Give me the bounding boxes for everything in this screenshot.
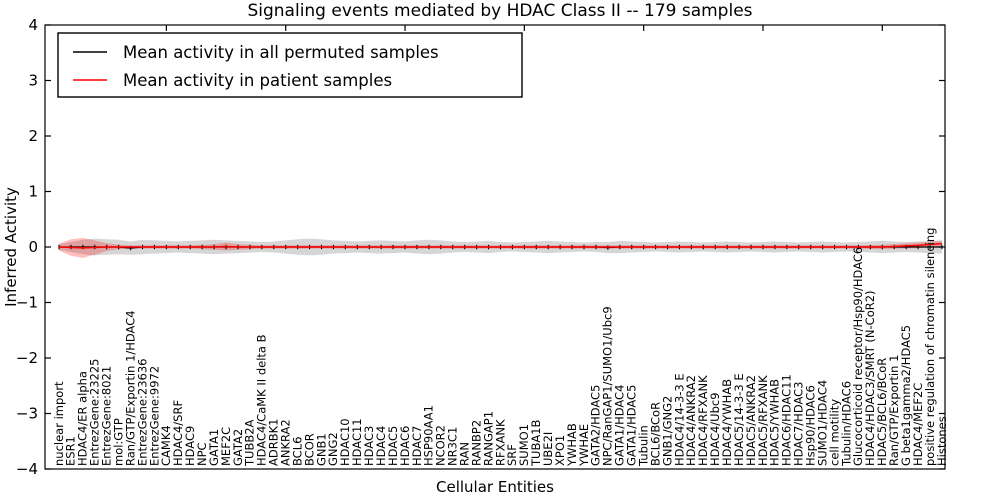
x-tick-label: HDAC4/ER alpha [76,371,90,466]
y-tick-label: −1 [16,294,38,312]
x-tick-label: HDAC4/14-3-3 E [672,373,686,466]
x-tick-label: GNB1 [314,433,328,466]
x-tick-label: positive regulation of chromatin silenci… [923,228,937,466]
x-tick-label: Hsp90/HDAC6 [804,385,818,466]
x-tick-label: G beta1gamma2/HDAC5 [899,325,913,466]
x-tick-label: RANBP2 [469,420,483,466]
x-tick-label: ESR1 [64,436,78,466]
x-tick-label: Histones [935,416,949,466]
x-tick-label: HDAC11 [350,418,364,466]
x-tick-label: HDAC4/HDAC3/SMRT (N-CoR2) [863,290,877,466]
x-tick-label: NPC [195,442,209,466]
x-tick-label: YWHAE [577,424,591,467]
x-tick-label: GNB1/GNG2 [660,396,674,466]
x-tick-label: HDAC7/HDAC3 [792,382,806,467]
x-tick-label: ADRBK1 [267,419,281,466]
x-tick-label: XPO1 [553,435,567,466]
x-tick-label: NPC/RanGAP1/SUMO1/Ubc9 [601,306,615,466]
x-tick-label: HDAC4/MEF2C [911,383,925,466]
x-tick-label: SRF [505,444,519,466]
x-tick-label: SUMO1/HDAC4 [815,380,829,466]
x-tick-label: HDAC5/BCL6/BCoR [875,358,889,466]
x-tick-label: Tubulin [636,425,650,467]
x-tick-label: NCOR2 [434,425,448,466]
x-tick-label: GATA2/HDAC5 [589,385,603,466]
x-tick-label: Glucocorticoid receptor/Hsp90/HDAC6 [851,247,865,466]
y-tick-label: 1 [28,183,38,201]
y-tick-label: −4 [16,460,38,478]
x-tick-label: HDAC5/14-3-3 E [732,373,746,466]
x-tick-label: RANGAP1 [481,411,495,466]
x-tick-label: TUBB2A [243,419,257,467]
y-tick-label: 3 [28,72,38,90]
x-tick-label: MEF2C [219,427,233,466]
x-tick-label: RAN [457,442,471,466]
x-tick-label: GATA1/HDAC5 [625,385,639,466]
x-tick-label: HDAC5 [386,426,400,466]
plot-area: 4 3 2 1 0 −1 −2 −3 −4 nuclear importESR1HDAC4/ER … [16,16,949,478]
y-tick-label: 4 [28,16,38,34]
x-tick-label: CAMK4 [159,425,173,466]
x-tick-label: HDAC9 [183,426,197,466]
x-tick-label: HDAC5/ANKRA2 [744,375,758,466]
x-tick-label: SUMO1 [517,424,531,466]
x-tick-label: nuclear import [52,381,66,466]
x-tick-label: GATA1/HDAC4 [613,385,627,466]
x-tick-label: HDAC4/CaMK II delta B [255,334,269,466]
x-tick-label: HDAC4/YWHAB [720,379,734,466]
x-tick-label: ANKRA2 [279,419,293,466]
legend-label: Mean activity in all permuted samples [123,43,439,62]
x-tick-label: HDAC4/ANKRA2 [684,375,698,466]
x-tick-label: HSP90AA1 [422,405,436,466]
x-tick-label: BCOR [302,433,316,466]
x-tick-label: GNG2 [326,432,340,466]
x-tick-label: HDAC4/RFXANK [696,375,710,466]
x-tick-label: Ran/GTP/Exportin 1 [887,355,901,466]
legend-box: Mean activity in all permuted samples Mea… [57,32,523,98]
x-tick-label: HDAC5/RFXANK [756,375,770,466]
x-tick-label: HDAC10 [338,418,352,466]
x-tick-label: HDAC5/YWHAB [768,379,782,466]
x-tick-label: HDAC6 [398,426,412,466]
x-tick-label: EntrezGene:23636 [135,359,149,466]
x-tick-label: HDAC4/SRF [171,400,185,466]
x-tick-label: HDAC3 [362,426,376,466]
x-tick-label: RFXANK [493,419,507,466]
x-tick-label: BCL6/BCoR [648,402,662,466]
y-tick-label: 2 [28,127,38,145]
y-tick-label: −2 [16,349,38,367]
x-tick-label: TUBA1B [529,419,543,467]
x-axis-label: Cellular Entities [436,478,554,496]
x-tick-label: Tubulin/HDAC6 [839,381,853,467]
y-tick-label: 0 [28,238,38,256]
x-tick-label: GATA1 [207,429,221,466]
x-tick-label: Ran/GTP/Exportin 1/HDAC4 [123,310,137,466]
x-tick-label: HDAC6/HDAC11 [780,374,794,466]
y-tick-label: −3 [16,405,38,423]
x-tick-label: HDAC4 [374,426,388,466]
x-tick-label: EntrezGene:23225 [88,359,102,466]
y-axis-label: Inferred Activity [2,187,20,307]
x-tick-label: GATA2 [231,429,245,466]
x-tick-label: YWHAB [565,423,579,467]
x-tick-label: BCL6 [290,437,304,466]
x-tick-label: mol:GTP [111,418,125,466]
x-tick-label: HDAC4/Ubc9 [708,392,722,466]
x-tick-label: NR3C1 [446,427,460,466]
x-tick-label: EntrezGene:8021 [100,366,114,466]
x-tick-label: UBE2I [541,432,555,466]
x-tick-label: cell motility [827,399,841,466]
x-tick-label: EntrezGene:9972 [147,366,161,466]
legend-label: Mean activity in patient samples [123,71,392,90]
chart-title: Signaling events mediated by HDAC Class … [247,1,752,21]
x-tick-label: HDAC7 [410,426,424,466]
legend-frame [57,32,523,98]
patient-line [58,242,943,249]
